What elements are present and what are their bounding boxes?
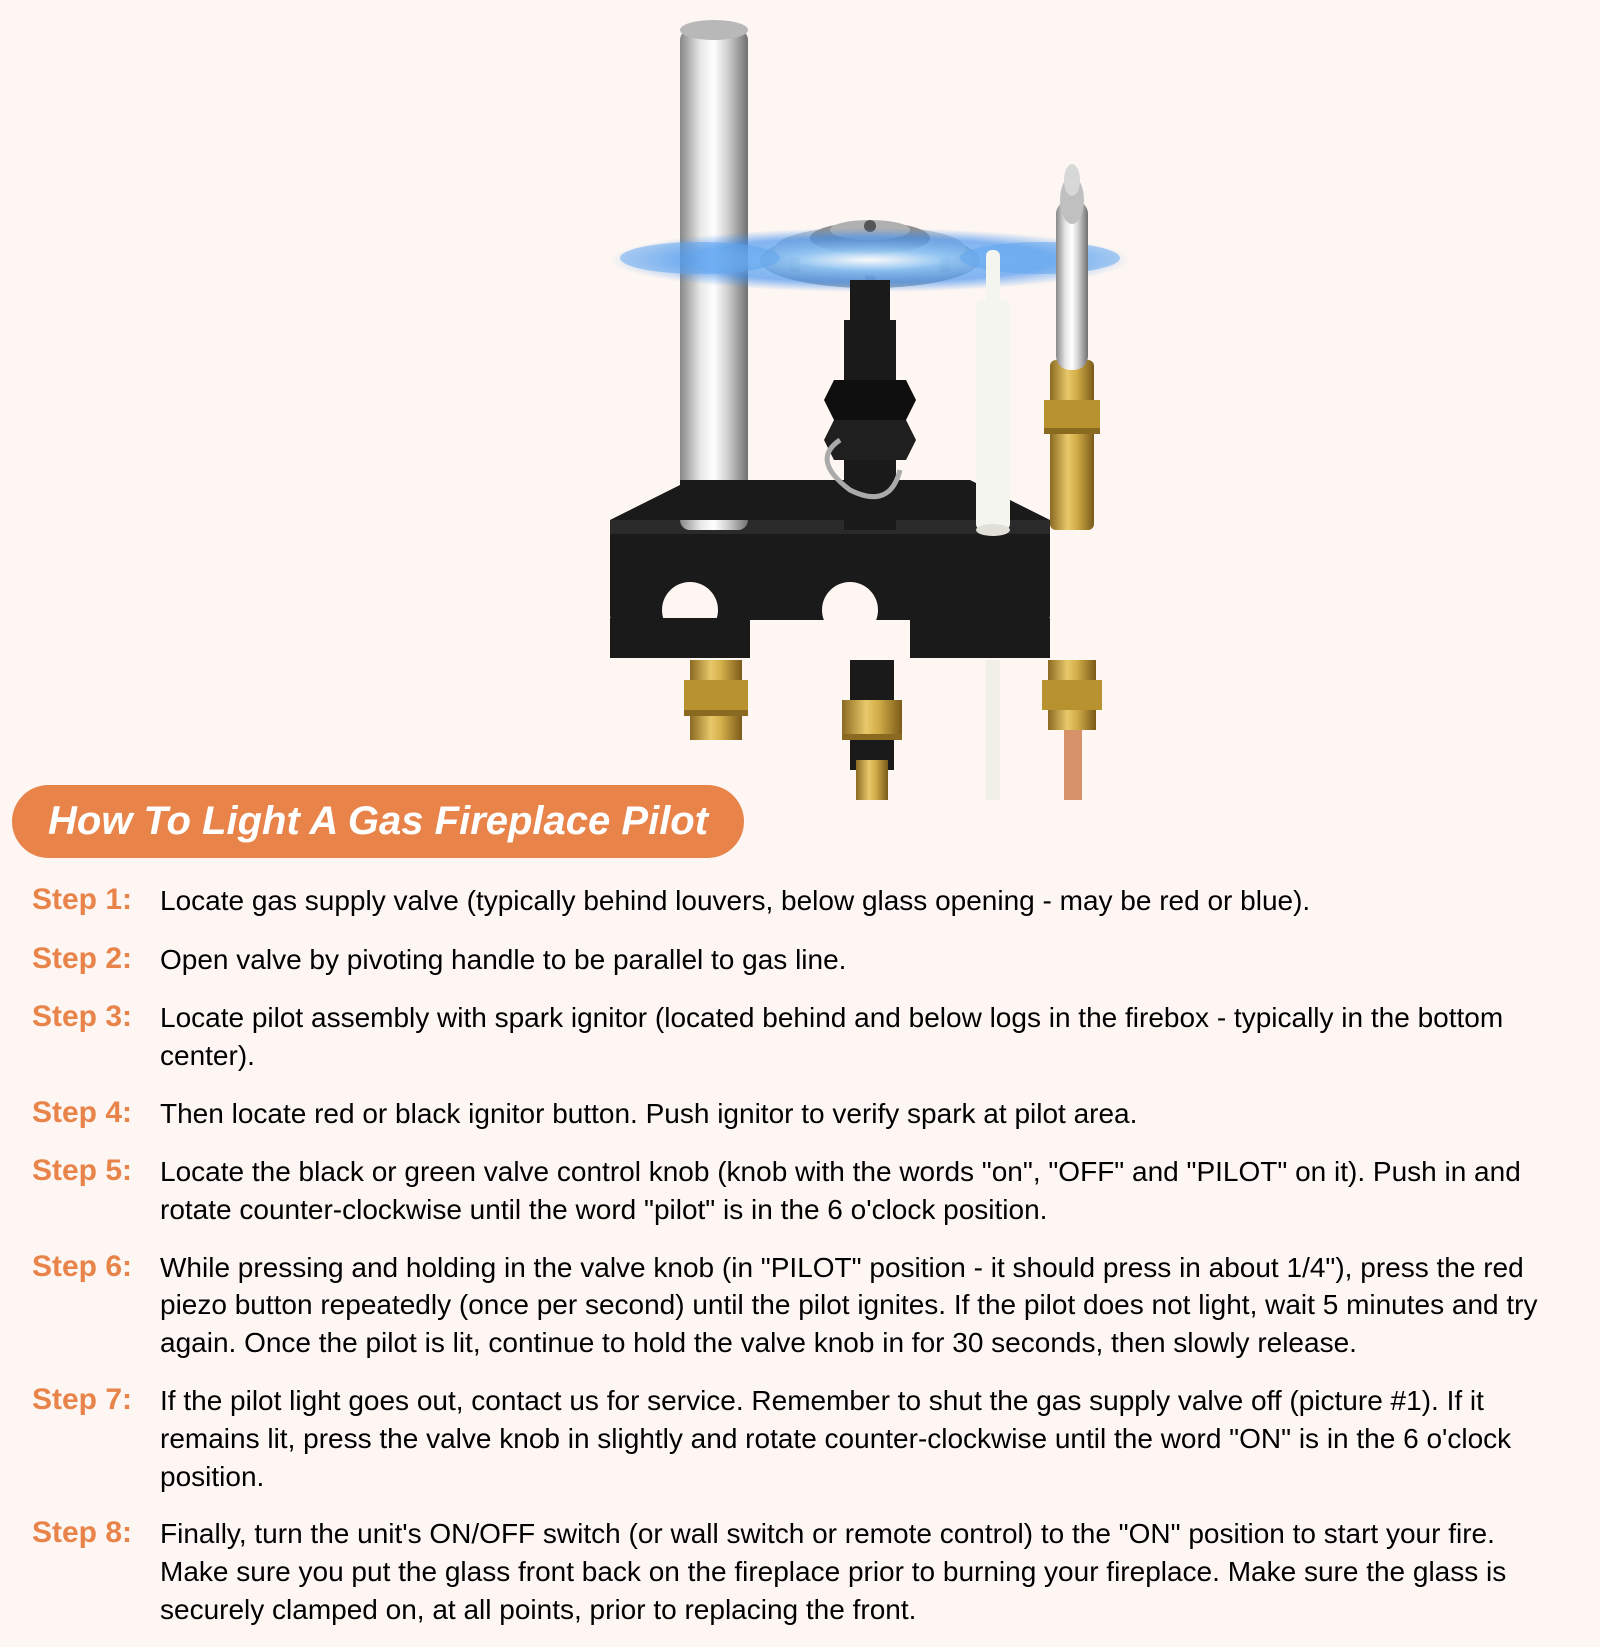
step-text: Locate the black or green valve control … [160,1151,1568,1229]
title-banner: How To Light A Gas Fireplace Pilot [12,785,744,858]
step-label: Step 5: [32,1151,160,1192]
steps-list: Step 1: Locate gas supply valve (typical… [32,880,1568,1647]
title-text: How To Light A Gas Fireplace Pilot [48,799,708,843]
step-label: Step 4: [32,1093,160,1134]
step-row: Step 8: Finally, turn the unit's ON/OFF … [32,1513,1568,1628]
step-label: Step 3: [32,997,160,1038]
step-text: Locate pilot assembly with spark ignitor… [160,997,1568,1075]
step-row: Step 6: While pressing and holding in th… [32,1247,1568,1362]
step-text: If the pilot light goes out, contact us … [160,1380,1568,1495]
step-label: Step 7: [32,1380,160,1421]
step-label: Step 1: [32,880,160,921]
step-text: While pressing and holding in the valve … [160,1247,1568,1362]
step-text: Locate gas supply valve (typically behin… [160,880,1310,920]
step-label: Step 6: [32,1247,160,1288]
product-illustration [350,0,1250,800]
step-text: Open valve by pivoting handle to be para… [160,939,846,979]
step-row: Step 4: Then locate red or black ignitor… [32,1093,1568,1134]
step-row: Step 1: Locate gas supply valve (typical… [32,880,1568,921]
step-row: Step 5: Locate the black or green valve … [32,1151,1568,1229]
step-text: Then locate red or black ignitor button.… [160,1093,1137,1133]
step-row: Step 2: Open valve by pivoting handle to… [32,939,1568,980]
step-row: Step 3: Locate pilot assembly with spark… [32,997,1568,1075]
step-row: Step 7: If the pilot light goes out, con… [32,1380,1568,1495]
step-label: Step 2: [32,939,160,980]
step-label: Step 8: [32,1513,160,1554]
step-text: Finally, turn the unit's ON/OFF switch (… [160,1513,1568,1628]
